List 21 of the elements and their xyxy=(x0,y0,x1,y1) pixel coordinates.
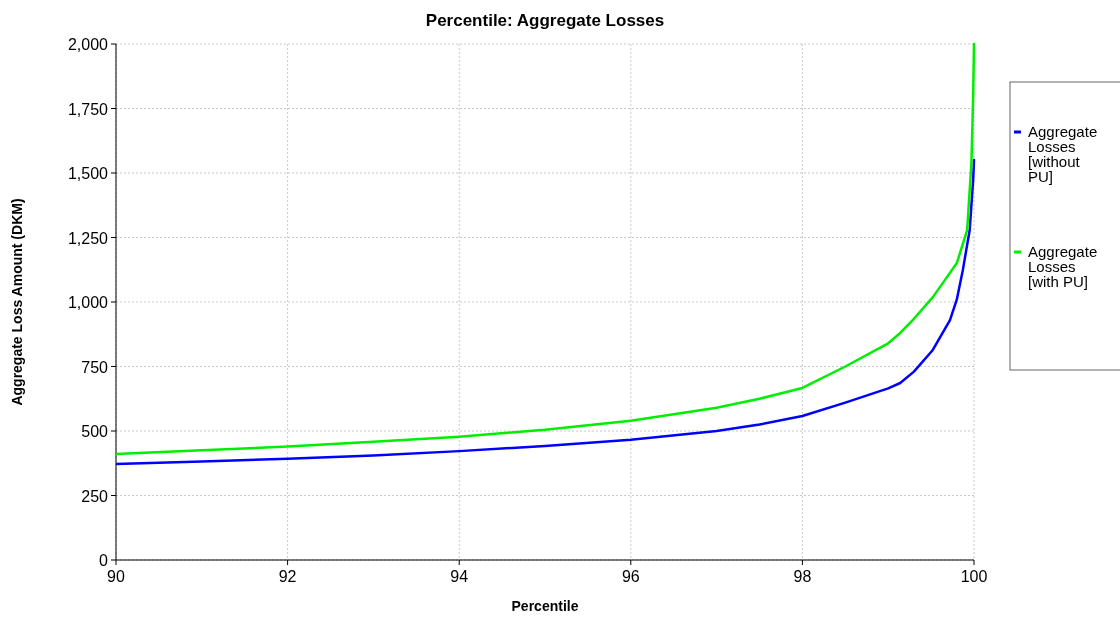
y-tick-label: 250 xyxy=(81,487,109,505)
x-tick-label: 100 xyxy=(960,568,988,585)
x-tick-label: 98 xyxy=(793,568,812,585)
y-tick-label: 2,000 xyxy=(67,36,109,53)
x-tick-label: 96 xyxy=(621,568,640,585)
y-tick-label: 1,250 xyxy=(67,229,109,247)
x-tick-label: 90 xyxy=(107,568,125,585)
x-tick-label: 92 xyxy=(278,568,297,585)
y-tick-label: 500 xyxy=(81,423,109,440)
chart-title: Percentile: Aggregate Losses xyxy=(425,11,665,30)
y-tick-label: 0 xyxy=(99,552,109,569)
y-axis-title: Aggregate Loss Amount (DKM) xyxy=(9,198,25,406)
line-series xyxy=(116,158,976,466)
x-tick-label: 94 xyxy=(450,568,469,585)
y-tick-label: 1,500 xyxy=(67,165,109,182)
x-axis-title: Percentile xyxy=(511,598,579,614)
y-tick-label: 1,750 xyxy=(67,100,109,118)
y-tick-label: 750 xyxy=(81,358,109,376)
legend-label: Aggregate Losses [without PU] xyxy=(1028,123,1098,185)
legend-label: Aggregate Losses [with PU] xyxy=(1028,243,1098,290)
y-tick-label: 1,000 xyxy=(67,294,109,311)
